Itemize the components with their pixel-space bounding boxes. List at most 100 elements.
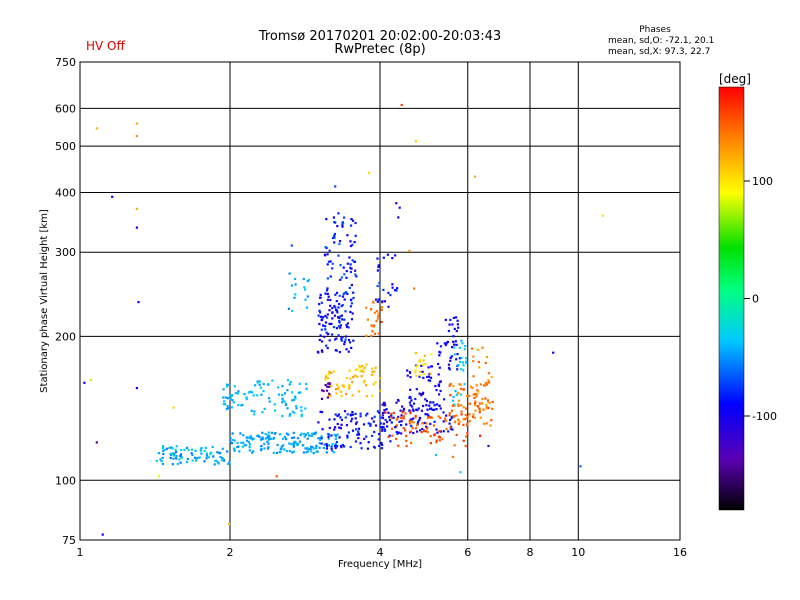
- data-point: [468, 420, 471, 423]
- data-point: [347, 326, 350, 329]
- y-tick-label: 750: [55, 56, 76, 69]
- data-point: [272, 437, 275, 440]
- data-point: [357, 430, 360, 433]
- data-point: [472, 393, 475, 396]
- data-point: [428, 372, 431, 376]
- data-point: [328, 309, 331, 312]
- data-point: [326, 298, 329, 301]
- data-point: [343, 343, 346, 346]
- data-point: [372, 383, 375, 386]
- data-point: [230, 442, 233, 445]
- data-point: [157, 475, 161, 478]
- data-point: [320, 301, 323, 304]
- data-point: [357, 427, 361, 430]
- data-point: [390, 421, 393, 424]
- data-point: [345, 324, 348, 327]
- data-point: [191, 459, 194, 462]
- data-point: [155, 459, 158, 462]
- data-point: [346, 234, 349, 237]
- data-point: [276, 443, 279, 447]
- x-tick-label: 6: [464, 546, 471, 559]
- data-point: [444, 419, 447, 422]
- data-point: [83, 381, 86, 384]
- data-point: [457, 364, 460, 367]
- data-point: [325, 374, 328, 377]
- data-point: [462, 388, 465, 391]
- data-point: [448, 422, 451, 425]
- data-point: [415, 365, 418, 368]
- data-point: [337, 212, 340, 215]
- data-point: [465, 407, 468, 410]
- data-point: [238, 450, 241, 453]
- data-point: [281, 385, 284, 388]
- data-point: [448, 414, 451, 417]
- data-point: [381, 300, 384, 303]
- data-point: [358, 390, 361, 393]
- data-point: [410, 441, 413, 444]
- data-point: [334, 388, 338, 391]
- data-point: [287, 307, 290, 310]
- data-point: [453, 346, 456, 349]
- data-point: [478, 407, 481, 410]
- data-point: [394, 289, 397, 292]
- data-point: [462, 406, 465, 409]
- data-point: [379, 426, 383, 429]
- data-point: [268, 436, 271, 439]
- data-point: [455, 433, 458, 436]
- x-axis-label: Frequency [MHz]: [338, 559, 422, 570]
- data-point: [372, 325, 375, 328]
- data-point: [432, 401, 435, 404]
- data-point: [295, 407, 298, 410]
- data-point: [400, 416, 403, 419]
- data-point: [388, 434, 391, 437]
- data-point: [170, 454, 173, 457]
- data-point: [359, 442, 362, 445]
- data-point: [300, 406, 303, 409]
- data-point: [337, 387, 340, 390]
- data-point: [448, 323, 451, 326]
- data-point: [418, 360, 421, 363]
- data-point: [366, 412, 369, 415]
- data-point: [367, 422, 370, 425]
- data-point: [372, 420, 375, 423]
- data-point: [170, 446, 173, 449]
- data-point: [462, 369, 465, 372]
- data-point: [351, 381, 354, 384]
- data-point: [296, 442, 300, 445]
- data-point: [460, 367, 463, 371]
- data-point: [171, 463, 174, 466]
- data-point: [333, 304, 336, 308]
- data-point: [258, 383, 261, 386]
- data-point: [253, 413, 256, 416]
- data-point: [419, 393, 422, 396]
- data-point: [378, 377, 382, 380]
- data-point: [227, 523, 231, 526]
- data-point: [325, 218, 328, 221]
- data-point: [327, 437, 330, 440]
- data-point: [335, 309, 338, 312]
- data-point: [346, 322, 349, 325]
- data-point: [288, 383, 291, 386]
- data-point: [315, 444, 318, 447]
- data-point: [371, 394, 374, 397]
- data-point: [426, 375, 429, 378]
- data-point: [381, 428, 384, 431]
- data-point: [373, 370, 376, 373]
- data-point: [455, 316, 458, 319]
- data-point: [342, 266, 345, 269]
- data-point: [438, 350, 441, 353]
- data-point: [370, 373, 373, 376]
- data-point: [196, 457, 199, 460]
- data-point: [316, 350, 319, 353]
- data-point: [487, 407, 490, 410]
- data-point: [384, 411, 387, 414]
- data-point: [376, 410, 379, 413]
- data-point: [231, 394, 234, 397]
- data-point: [346, 325, 349, 329]
- data-point: [459, 393, 463, 396]
- data-point: [450, 409, 454, 412]
- data-point: [365, 334, 368, 337]
- data-point: [341, 295, 345, 298]
- data-point: [491, 400, 494, 403]
